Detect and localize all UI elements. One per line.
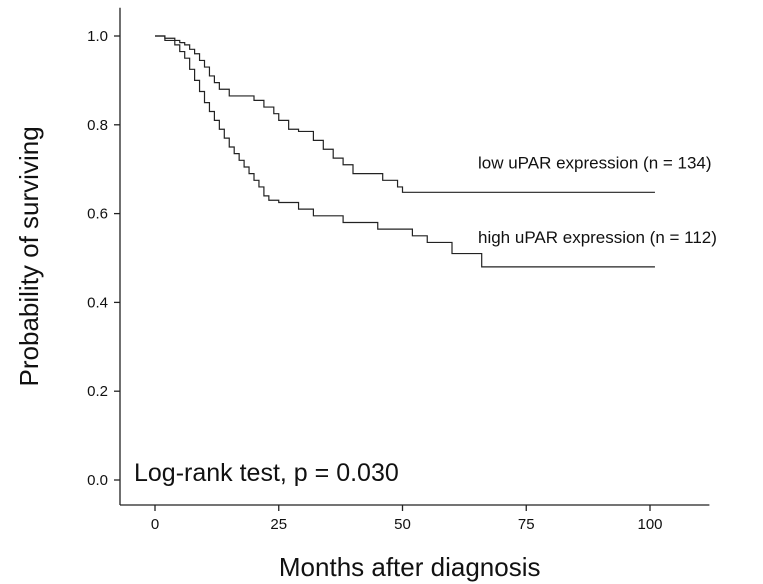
x-tick-label: 0 (151, 516, 159, 533)
x-axis-title: Months after diagnosis (279, 552, 541, 582)
series-labels: low uPAR expression (n = 134) high uPAR e… (478, 153, 717, 247)
axes: 0.0 0.2 0.4 0.6 0.8 1.0 0 25 50 75 100 (87, 7, 710, 533)
y-axis-title: Probability of surviving (14, 126, 44, 386)
y-tick-label: 0.6 (87, 206, 108, 223)
survival-curves (155, 35, 655, 268)
x-tick-label: 25 (270, 516, 287, 533)
y-tick-label: 0.0 (87, 472, 108, 489)
high-upar-curve (155, 35, 655, 268)
log-rank-annotation: Log-rank test, p = 0.030 (134, 459, 399, 487)
x-tick-label: 100 (637, 516, 662, 533)
y-tick-label: 0.4 (87, 294, 108, 311)
low-upar-label: low uPAR expression (n = 134) (478, 153, 712, 172)
x-tick-label: 50 (394, 516, 411, 533)
y-tick-label: 0.8 (87, 117, 108, 134)
x-tick-label: 75 (518, 516, 535, 533)
y-tick-label: 0.2 (87, 383, 108, 400)
high-upar-label: high uPAR expression (n = 112) (478, 228, 717, 247)
y-tick-label: 1.0 (87, 28, 108, 45)
low-upar-curve (155, 35, 655, 193)
